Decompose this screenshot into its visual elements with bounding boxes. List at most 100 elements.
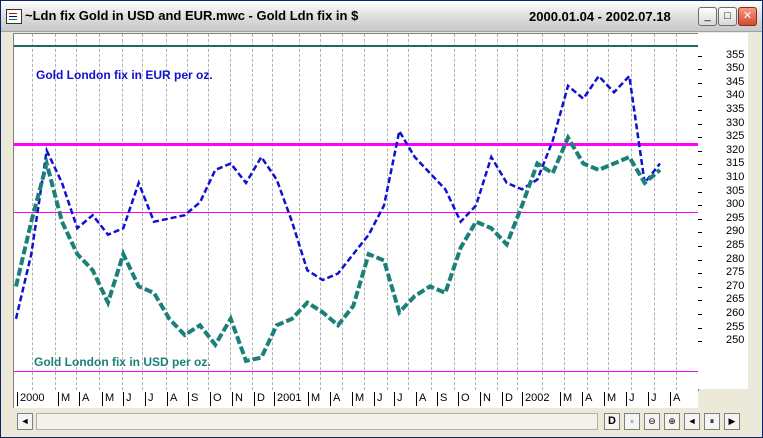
maximize-button[interactable]: □ xyxy=(718,7,737,26)
x-tick-label: M xyxy=(604,392,616,406)
y-tick-mark xyxy=(698,137,702,138)
y-tick-label: 335 xyxy=(726,103,745,115)
usd-legend-label: Gold London fix in USD per oz. xyxy=(34,355,211,369)
scroll-left-button[interactable]: ◄ xyxy=(17,413,33,430)
magenta-level-line-253 xyxy=(14,371,698,372)
y-tick-mark xyxy=(698,69,702,70)
y-tick-mark xyxy=(698,205,702,206)
x-tick-label: J xyxy=(394,392,403,406)
horizontal-scrollbar[interactable] xyxy=(36,413,598,430)
pan-left-button[interactable]: ◄ xyxy=(684,413,700,430)
x-tick-label: A xyxy=(79,392,89,406)
x-tick-label: J xyxy=(648,392,657,406)
minimize-button[interactable]: _ xyxy=(698,7,717,26)
y-tick-label: 320 xyxy=(726,144,745,156)
date-range: 2000.01.04 - 2002.07.18 xyxy=(529,9,671,24)
x-tick-label: A xyxy=(330,392,340,406)
bottom-toolbar: ◄ D ▫ ⊖ ⊕ ◄ ⏸ ▶ xyxy=(13,411,748,431)
y-tick-mark xyxy=(698,124,702,125)
y-tick-label: 255 xyxy=(726,321,745,333)
y-tick-mark xyxy=(698,246,702,247)
x-tick-label: A xyxy=(582,392,592,406)
chart-app-icon[interactable] xyxy=(6,9,22,24)
magenta-level-line-300 xyxy=(14,212,698,213)
y-tick-mark xyxy=(698,151,702,152)
y-tick-mark xyxy=(698,314,702,315)
x-tick-label: D xyxy=(502,392,513,406)
zoom-reset-icon[interactable]: ▫ xyxy=(624,413,640,430)
y-tick-mark xyxy=(698,178,702,179)
x-tick-label: S xyxy=(437,392,447,406)
x-tick-label: A xyxy=(167,392,177,406)
y-tick-label: 325 xyxy=(726,130,745,142)
zoom-out-icon[interactable]: ⊖ xyxy=(644,413,660,430)
y-tick-label: 250 xyxy=(726,334,745,346)
y-tick-label: 290 xyxy=(726,225,745,237)
y-tick-label: 355 xyxy=(726,49,745,61)
x-tick-label: D xyxy=(254,392,265,406)
y-tick-label: 305 xyxy=(726,185,745,197)
x-tick-label: M xyxy=(308,392,320,406)
y-tick-mark xyxy=(698,164,702,165)
x-tick-label: A xyxy=(670,392,680,406)
plot-area[interactable]: Gold London fix in EUR per oz. Gold Lond… xyxy=(13,33,699,391)
y-tick-mark xyxy=(698,96,702,97)
scroll-end-button[interactable]: ▶ xyxy=(724,413,740,430)
y-tick-mark xyxy=(698,219,702,220)
y-tick-mark xyxy=(698,192,702,193)
y-tick-label: 340 xyxy=(726,89,745,101)
y-tick-label: 310 xyxy=(726,171,745,183)
x-tick-label: S xyxy=(188,392,198,406)
x-tick-label: M xyxy=(102,392,114,406)
y-tick-mark xyxy=(698,110,702,111)
x-tick-label: M xyxy=(58,392,70,406)
y-tick-label: 275 xyxy=(726,266,745,278)
y-tick-label: 300 xyxy=(726,198,745,210)
x-tick-label: N xyxy=(480,392,491,406)
x-tick-label: J xyxy=(374,392,383,406)
pause-icon[interactable]: ⏸ xyxy=(704,413,720,430)
x-tick-label: O xyxy=(210,392,222,406)
y-tick-label: 315 xyxy=(726,157,745,169)
x-tick-label: 2001 xyxy=(274,392,301,406)
x-tick-label: J xyxy=(145,392,154,406)
usd-series-line xyxy=(14,133,662,364)
x-tick-label: M xyxy=(352,392,364,406)
y-tick-label: 295 xyxy=(726,212,745,224)
y-tick-mark xyxy=(698,328,702,329)
eur-legend-label: Gold London fix in EUR per oz. xyxy=(36,68,213,82)
window-title: ~Ldn fix Gold in USD and EUR.mwc - Gold … xyxy=(25,8,359,23)
x-tick-label: J xyxy=(626,392,635,406)
x-tick-label: 2000 xyxy=(17,392,44,406)
y-axis: 355 350 345 340 335 330 325 320 315 310 … xyxy=(698,33,748,389)
x-tick-label: N xyxy=(232,392,243,406)
x-tick-label: A xyxy=(416,392,426,406)
x-tick-label: M xyxy=(560,392,572,406)
y-tick-label: 350 xyxy=(726,62,745,74)
x-axis: 2000 M A M J J A S O N D 2001 M A M J J … xyxy=(13,390,698,408)
magenta-level-line xyxy=(14,143,698,146)
y-tick-mark xyxy=(698,287,702,288)
y-tick-mark xyxy=(698,273,702,274)
y-tick-label: 285 xyxy=(726,239,745,251)
upper-reference-line xyxy=(14,45,698,47)
title-bar[interactable]: ~Ldn fix Gold in USD and EUR.mwc - Gold … xyxy=(1,1,762,32)
y-tick-label: 270 xyxy=(726,280,745,292)
y-tick-mark xyxy=(698,56,702,57)
y-tick-label: 265 xyxy=(726,293,745,305)
y-tick-mark xyxy=(698,341,702,342)
y-tick-label: 280 xyxy=(726,253,745,265)
y-tick-mark xyxy=(698,83,702,84)
y-tick-label: 345 xyxy=(726,76,745,88)
y-tick-mark xyxy=(698,260,702,261)
y-tick-mark xyxy=(698,232,702,233)
price-chart-svg xyxy=(14,73,662,364)
x-tick-label: 2002 xyxy=(522,392,549,406)
close-button[interactable]: ✕ xyxy=(738,7,757,26)
x-tick-label: O xyxy=(458,392,470,406)
x-tick-label: J xyxy=(123,392,132,406)
zoom-in-icon[interactable]: ⊕ xyxy=(664,413,680,430)
y-tick-label: 260 xyxy=(726,307,745,319)
data-window-button[interactable]: D xyxy=(604,413,620,430)
